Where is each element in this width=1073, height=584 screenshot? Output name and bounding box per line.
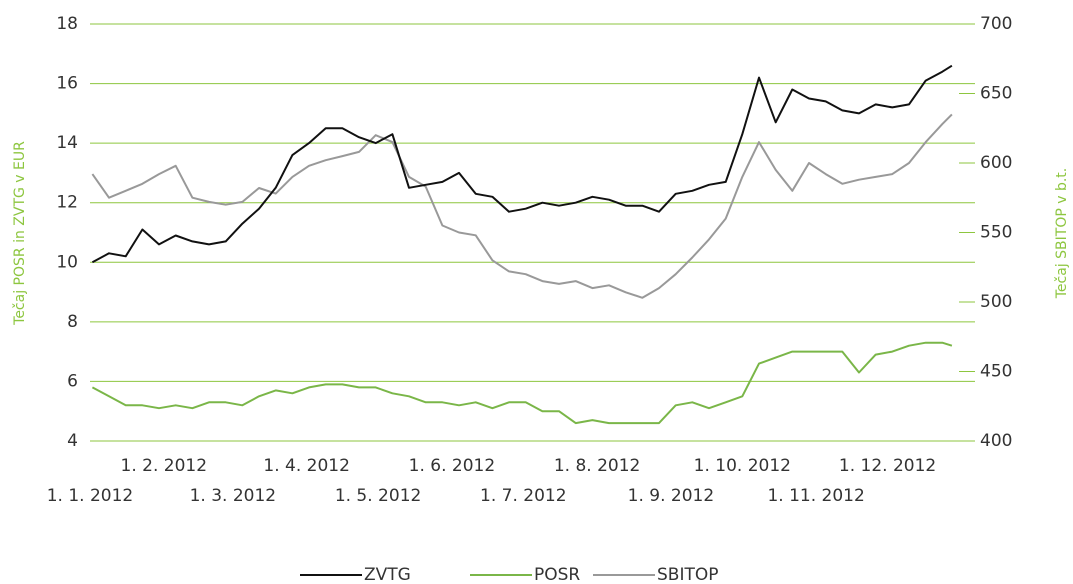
y-tick-label: 10 xyxy=(56,252,78,272)
x-tick-label: 1. 3. 2012 xyxy=(190,486,277,506)
y2-tick-label: 600 xyxy=(980,153,1012,173)
y-tick-label: 18 xyxy=(56,14,78,34)
y-tick-label: 16 xyxy=(56,74,78,94)
y-tick-label: 4 xyxy=(67,431,78,451)
x-tick-label: 1. 12. 2012 xyxy=(839,456,936,476)
x-tick-label: 1. 5. 2012 xyxy=(335,486,422,506)
series-line xyxy=(91,113,953,299)
y-axis-title: Tečaj POSR in ZVTG v EUR xyxy=(12,141,28,326)
y2-tick-label: 500 xyxy=(980,292,1012,312)
y2-tick-label: 650 xyxy=(980,84,1012,104)
y2-tick-label: 400 xyxy=(980,431,1012,451)
x-tick-label: 1. 1. 2012 xyxy=(47,486,134,506)
x-tick-label: 1. 11. 2012 xyxy=(767,486,864,506)
y-tick-label: 8 xyxy=(67,312,78,332)
x-tick-label: 1. 9. 2012 xyxy=(628,486,715,506)
legend-label: SBITOP xyxy=(657,565,718,584)
legend-label: POSR xyxy=(534,565,580,584)
y2-tick-label: 700 xyxy=(980,14,1012,34)
x-tick-label: 1. 2. 2012 xyxy=(121,456,208,476)
y2-tick-label: 550 xyxy=(980,223,1012,243)
y2-tick-label: 450 xyxy=(980,362,1012,382)
x-tick-label: 1. 8. 2012 xyxy=(554,456,641,476)
y2-axis-title: Tečaj SBITOP v b.t. xyxy=(1054,168,1070,300)
x-tick-label: 1. 4. 2012 xyxy=(263,456,350,476)
series-line xyxy=(91,341,953,425)
x-tick-label: 1. 6. 2012 xyxy=(409,456,496,476)
y-tick-label: 6 xyxy=(67,371,78,391)
y-tick-label: 14 xyxy=(56,133,78,153)
y-tick-label: 12 xyxy=(56,193,78,213)
legend-label: ZVTG xyxy=(364,565,411,584)
x-tick-label: 1. 10. 2012 xyxy=(694,456,791,476)
series-line xyxy=(91,64,953,264)
x-tick-label: 1. 7. 2012 xyxy=(480,486,567,506)
